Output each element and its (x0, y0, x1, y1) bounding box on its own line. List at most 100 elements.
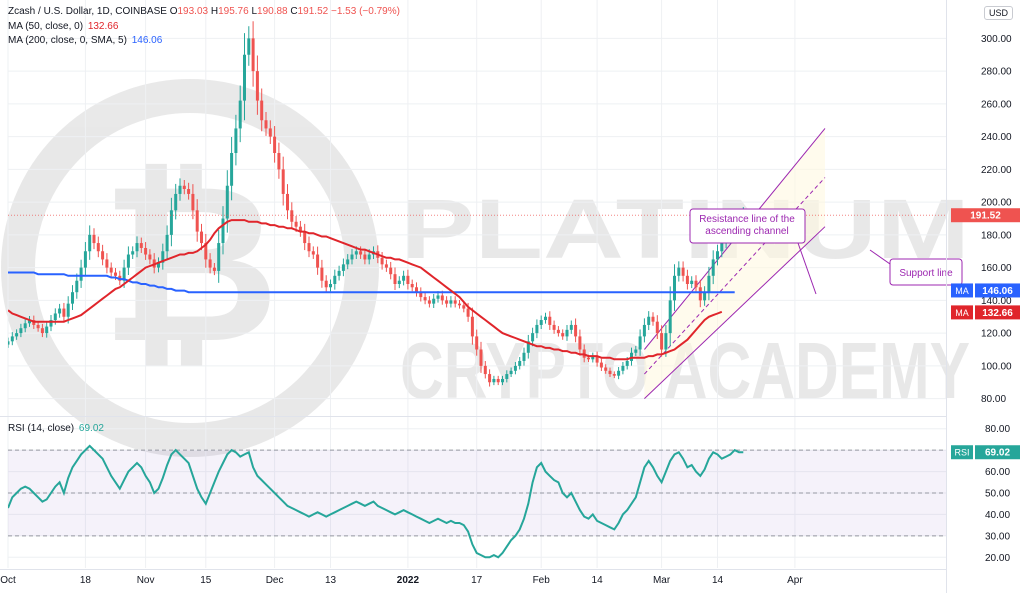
candle-69 (303, 223, 307, 251)
candle-129 (561, 329, 565, 340)
candle-body (539, 320, 543, 325)
candle-body (255, 71, 259, 101)
support-callout-box (889, 258, 963, 286)
ma50-line (8, 219, 723, 361)
candle-body (449, 300, 453, 304)
candle-56 (247, 26, 251, 66)
ma50-badge[interactable]: MA 132.66 (951, 305, 1020, 320)
candle-body (681, 267, 685, 276)
candle-body (445, 300, 449, 304)
candle-body (453, 300, 457, 304)
candle-16 (75, 273, 79, 299)
candle-83 (363, 249, 367, 265)
ascending-channel (644, 128, 826, 399)
candle-body (685, 275, 689, 284)
ma200-badge-tag: MA (955, 286, 969, 296)
price-change: −1.53 (−0.79%) (331, 6, 400, 17)
candle-body (655, 321, 659, 334)
ohlc-h: H195.76 (208, 6, 249, 17)
candle-body (225, 185, 229, 219)
candle-3 (19, 323, 23, 338)
candle-body (638, 336, 642, 350)
candle-163 (707, 266, 711, 301)
candle-132 (574, 318, 578, 343)
candle-72 (316, 246, 320, 275)
rsi-legend[interactable]: RSI (14, close) 69.02 (8, 423, 104, 434)
ma200-badge-tag-bg (951, 283, 973, 298)
candle-body (337, 270, 341, 276)
rsi-tick-30: 30.00 (985, 531, 1010, 542)
support-callout-pointer (869, 249, 891, 265)
price-tick-260: 260.00 (981, 99, 1012, 110)
candle-139 (604, 364, 608, 374)
chart-header: Zcash / U.S. Dollar, 1D, COINBASE O193.0… (8, 6, 400, 17)
candle-body (544, 316, 547, 321)
ma200-value: 146.06 (131, 35, 163, 46)
candle-body (574, 324, 578, 337)
candle-body (294, 221, 298, 227)
support-callout-text: Support line (899, 268, 953, 279)
rsi-tick-60: 60.00 (985, 467, 1010, 478)
candle-91 (397, 276, 401, 289)
candle-body (247, 38, 251, 55)
candle-body (436, 295, 440, 299)
time-tick-5: 13 (325, 575, 337, 586)
candle-97 (423, 292, 427, 305)
candle-110 (479, 341, 483, 373)
candle-147 (638, 329, 642, 356)
candle-116 (505, 370, 509, 383)
resistance-callout-box (689, 208, 806, 244)
candle-body (668, 300, 672, 334)
price-badge[interactable]: 191.52 (951, 208, 1020, 223)
candle-118 (513, 362, 517, 375)
candle-body (217, 243, 221, 271)
candle-43 (191, 184, 195, 220)
candle-body (380, 257, 384, 265)
candle-body (28, 320, 31, 324)
candle-52 (230, 137, 234, 201)
candle-body (234, 128, 238, 153)
candle-body (432, 298, 436, 304)
ma200-badge[interactable]: MA 146.06 (951, 283, 1020, 298)
candle-105 (458, 300, 461, 309)
currency-label[interactable]: USD (984, 6, 1014, 20)
candle-body (651, 316, 655, 322)
time-tick-1: 18 (80, 575, 92, 586)
ma200-legend[interactable]: MA (200, close, 0, SMA, 5) 146.06 (8, 35, 162, 46)
candle-161 (698, 279, 702, 308)
candle-body (286, 193, 289, 211)
candle-20 (92, 228, 96, 250)
candle-36 (161, 243, 165, 270)
candle-92 (402, 270, 406, 286)
candle-body (40, 328, 44, 334)
candle-body (518, 360, 522, 366)
grid (7, 0, 946, 568)
candle-body (316, 254, 320, 268)
candle-4 (23, 318, 27, 333)
candle-146 (634, 345, 638, 357)
candle-body (617, 370, 621, 376)
candle-body (36, 324, 40, 329)
candle-45 (200, 223, 203, 251)
candle-160 (694, 275, 698, 293)
candle-7 (36, 321, 40, 332)
candle-44 (195, 199, 199, 242)
candle-76 (333, 269, 337, 290)
candle-58 (255, 55, 259, 115)
candle-152 (660, 325, 664, 357)
candle-15 (71, 285, 74, 311)
candle-body (212, 267, 216, 271)
rsi-tick-50: 50.00 (985, 489, 1010, 500)
candle-body (264, 120, 268, 129)
candle-body (595, 356, 599, 363)
rsi-badge[interactable]: RSI 69.02 (951, 445, 1020, 460)
ma50-legend[interactable]: MA (50, close, 0) 132.66 (8, 21, 118, 32)
rsi-tick-20: 20.00 (985, 553, 1010, 564)
candle-47 (208, 253, 212, 274)
candle-body (144, 247, 148, 255)
candle-70 (307, 236, 311, 258)
candle-body (660, 333, 664, 350)
candle-103 (449, 296, 453, 308)
candle-141 (612, 371, 616, 379)
